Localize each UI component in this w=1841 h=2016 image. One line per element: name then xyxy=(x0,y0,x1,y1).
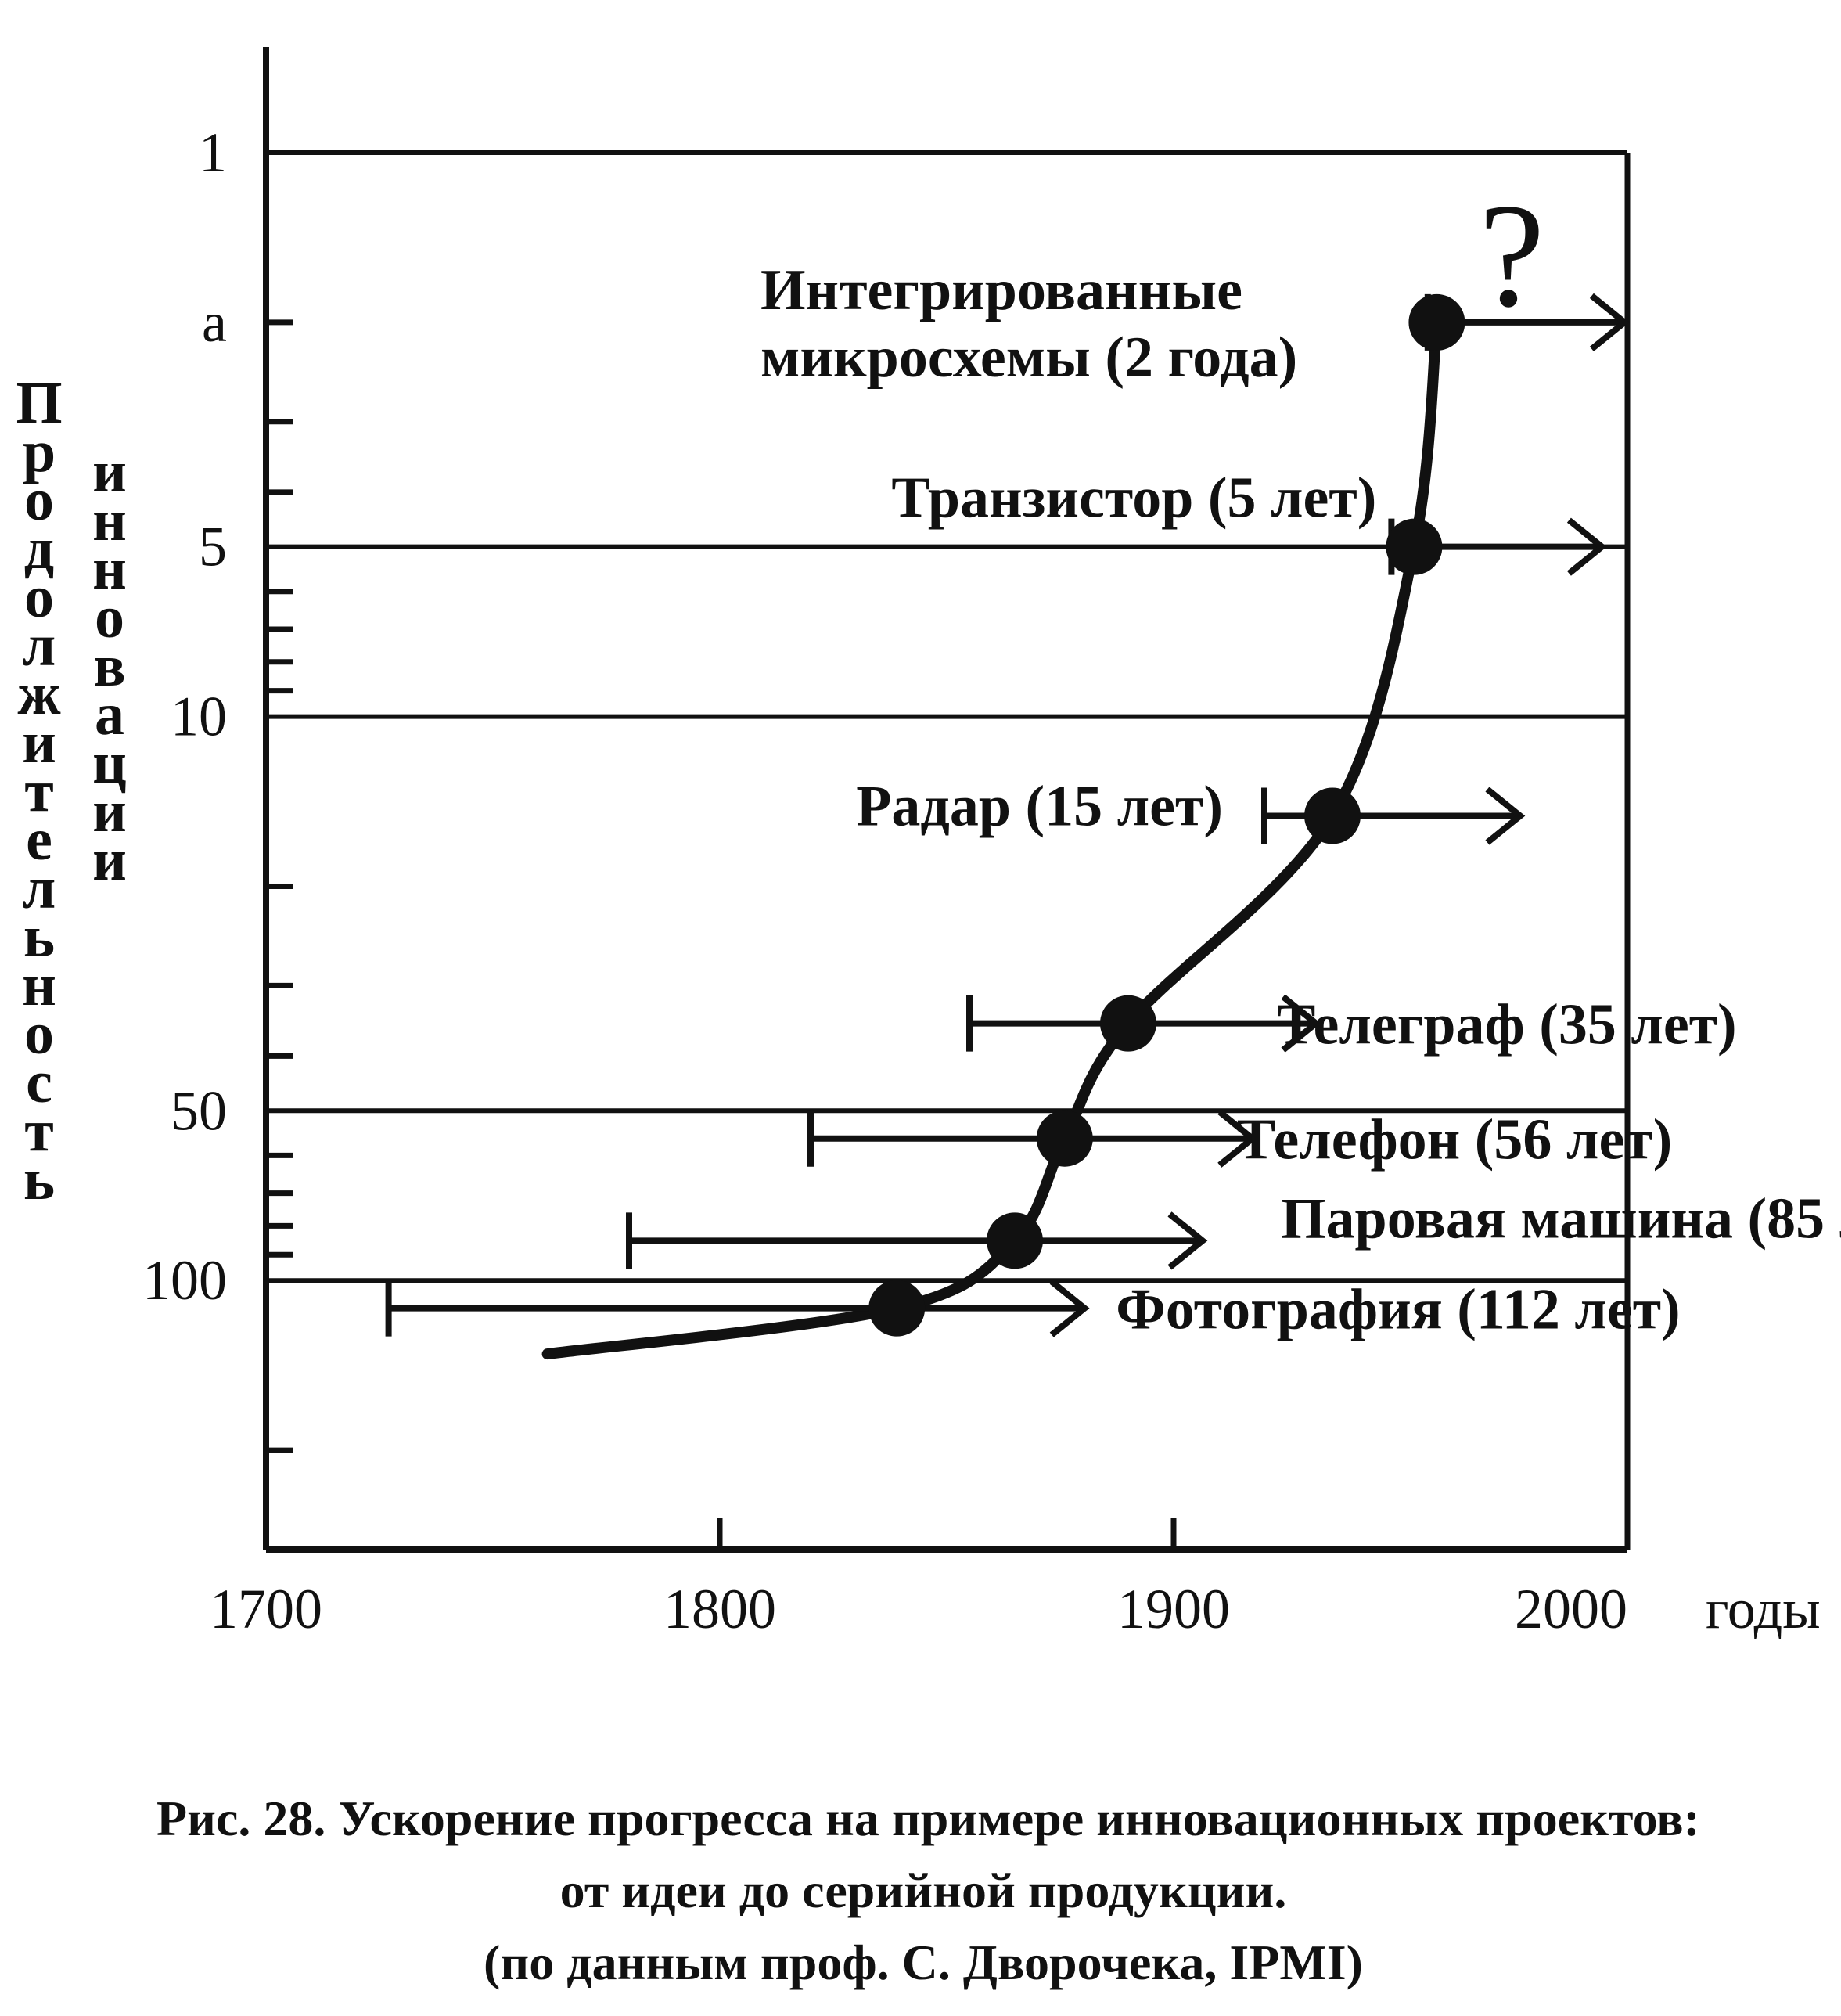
point-labels: Фотография (112 лет) Паровая машина (85 л… xyxy=(760,258,1841,1342)
caption-line-2: (по данным проф. С. Дворочека, IPMI) xyxy=(484,1935,1363,1990)
point-label-5: Транзистор (5 лет) xyxy=(891,466,1376,531)
arrow-head xyxy=(1589,293,1630,352)
arrow-head xyxy=(1485,787,1526,845)
point-label-4: Радар (15 лет) xyxy=(856,774,1223,838)
y-tick-label-0: 1 xyxy=(199,121,227,184)
data-point xyxy=(987,1212,1043,1269)
y-tick-label-3: 10 xyxy=(171,686,227,748)
data-point xyxy=(1304,787,1361,844)
innovation-ranges xyxy=(385,293,1630,1337)
x-tick-label-2: 1900 xyxy=(1117,1578,1230,1640)
figure-caption: Рис. 28. Ускорение прогресса на примере … xyxy=(156,1791,1700,1990)
innovation-item-4 xyxy=(1261,787,1526,845)
innovation-item-1 xyxy=(626,1211,1208,1270)
innovation-item-3 xyxy=(966,994,1321,1053)
arrow-head xyxy=(1281,994,1321,1053)
point-label-2: Телефон (56 лет) xyxy=(1237,1108,1672,1172)
y-tick-label-5: 100 xyxy=(142,1249,227,1312)
innovation-item-0 xyxy=(385,1279,1090,1337)
data-point xyxy=(1386,518,1443,575)
question-mark-annotation: ? xyxy=(1479,174,1544,338)
x-axis-label: годы xyxy=(1706,1578,1821,1640)
y-tick-label-2: 5 xyxy=(199,516,227,578)
x-tick-label-1: 1800 xyxy=(663,1578,776,1640)
x-tick-labels: 1700 1800 1900 2000 xyxy=(210,1578,1627,1640)
x-tick-label-3: 2000 xyxy=(1515,1578,1627,1640)
innovation-item-6 xyxy=(1408,293,1630,352)
arrow-head xyxy=(1049,1279,1090,1337)
innovation-item-5 xyxy=(1386,517,1607,576)
arrow-head xyxy=(1217,1109,1258,1168)
arrow-head xyxy=(1167,1211,1208,1270)
y-tick-label-4: 50 xyxy=(171,1079,227,1142)
caption-line-0: Рис. 28. Ускорение прогресса на примере … xyxy=(156,1791,1700,1846)
data-point xyxy=(1036,1110,1093,1167)
y-tick-label-1: a xyxy=(202,291,227,354)
point-label-3: Телеграф (35 лет) xyxy=(1277,993,1737,1057)
innovation-item-2 xyxy=(807,1109,1258,1168)
point-label-1: Паровая машина (85 лет) xyxy=(1281,1186,1841,1251)
point-label-0: Фотография (112 лет) xyxy=(1116,1278,1681,1342)
data-point xyxy=(1408,293,1465,351)
caption-line-1: от идеи до серийной продукции. xyxy=(560,1863,1287,1918)
arrow-head xyxy=(1566,517,1607,576)
y-tick-labels: 1 a 5 10 50 100 xyxy=(142,121,227,1312)
data-point xyxy=(1100,995,1156,1052)
plot-area xyxy=(263,47,1631,1553)
data-point xyxy=(868,1280,926,1337)
x-tick-label-0: 1700 xyxy=(210,1578,322,1640)
point-label-6: Интегрированные микросхемы (2 года) xyxy=(760,258,1297,390)
